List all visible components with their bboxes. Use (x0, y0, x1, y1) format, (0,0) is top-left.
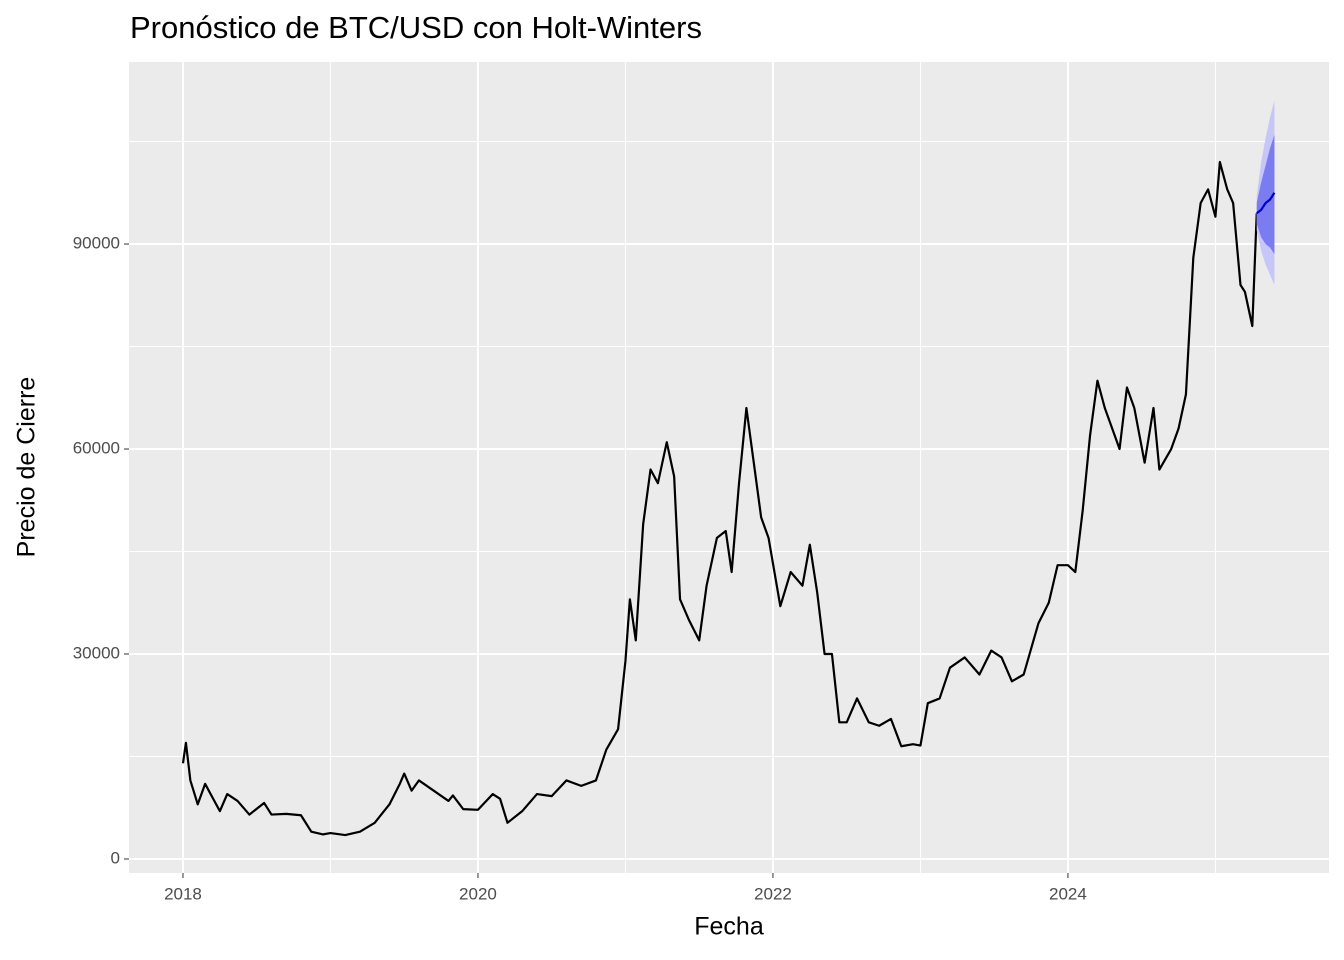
y-tick-label: 0 (111, 848, 120, 867)
history-line (181, 160, 1258, 837)
y-axis-label: Precio de Cierre (13, 377, 41, 558)
panel (129, 62, 1329, 873)
forecast-line (1256, 192, 1276, 215)
band-80 (1256, 134, 1275, 255)
x-tick-label: 2018 (164, 884, 202, 903)
y-tick-label: 60000 (73, 439, 120, 458)
x-axis-label: Fecha (694, 913, 764, 941)
chart-title: Pronóstico de BTC/USD con Holt-Winters (130, 10, 702, 45)
x-tick-label: 2020 (459, 884, 497, 903)
x-tick-label: 2024 (1049, 884, 1087, 903)
y-tick-label: 90000 (73, 234, 120, 253)
y-tick-label: 30000 (73, 643, 120, 662)
x-tick-label: 2022 (754, 884, 792, 903)
